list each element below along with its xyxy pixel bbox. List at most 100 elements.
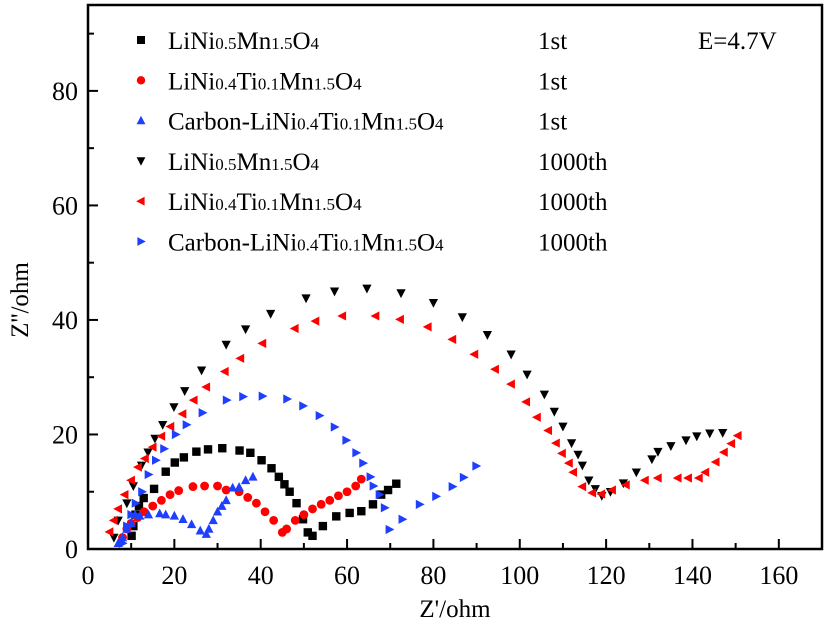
legend-label: LiNi0.5Mn1.5O4 xyxy=(168,149,320,176)
data-point xyxy=(647,455,657,465)
data-point xyxy=(170,458,179,467)
data-point xyxy=(448,481,458,492)
axes: 0 20 40 60 80 100 120 140 160 0 20 40 60 80 xyxy=(52,3,824,590)
data-point xyxy=(521,397,531,407)
series-3 xyxy=(109,284,728,543)
data-point xyxy=(359,458,369,468)
data-point xyxy=(147,442,157,452)
data-point xyxy=(681,436,691,446)
data-point xyxy=(472,461,482,471)
data-point xyxy=(149,484,159,494)
data-point xyxy=(428,298,439,308)
data-point xyxy=(584,476,594,486)
data-point xyxy=(195,525,205,535)
data-point xyxy=(577,461,587,471)
data-point xyxy=(290,515,300,525)
data-point xyxy=(396,289,406,299)
data-point xyxy=(221,485,231,495)
data-point xyxy=(631,468,641,478)
data-point xyxy=(506,379,515,389)
legend-item: Carbon-LiNi0.4Ti0.1Mn1.5O4 1st xyxy=(136,109,567,136)
data-point xyxy=(204,523,214,533)
data-point xyxy=(221,340,231,350)
data-point xyxy=(117,532,128,542)
data-point xyxy=(718,428,728,438)
series-5 xyxy=(118,391,482,548)
data-point xyxy=(267,464,276,473)
data-point xyxy=(127,531,136,541)
data-point xyxy=(196,366,207,376)
data-point xyxy=(203,445,213,454)
data-point xyxy=(235,446,244,455)
data-point xyxy=(710,457,720,467)
data-point xyxy=(126,475,135,485)
data-point xyxy=(566,439,577,449)
data-point xyxy=(370,311,380,321)
y-tick-label: 60 xyxy=(52,191,78,220)
data-point xyxy=(329,287,340,297)
legend: LiNi0.5Mn1.5O4 1st LiNi0.4Ti0.1Mn1.5O4 1st C… xyxy=(136,28,608,257)
data-point xyxy=(332,512,341,521)
data-point xyxy=(109,533,119,543)
data-point xyxy=(235,353,245,363)
data-point xyxy=(248,471,258,481)
data-point xyxy=(522,370,532,380)
data-point xyxy=(415,499,425,509)
data-point xyxy=(135,510,145,520)
data-point xyxy=(587,488,597,498)
data-point xyxy=(118,538,128,548)
data-point xyxy=(283,394,293,404)
legend-item: LiNi0.5Mn1.5O4 1st xyxy=(137,28,567,55)
data-point xyxy=(482,331,493,340)
data-point xyxy=(315,410,325,421)
data-point xyxy=(383,485,393,495)
data-point xyxy=(726,439,736,449)
data-point xyxy=(161,509,171,519)
legend-cycle: 1000th xyxy=(538,149,608,176)
data-point xyxy=(269,515,279,525)
data-point xyxy=(573,450,583,460)
data-point xyxy=(113,504,123,514)
data-point xyxy=(596,489,606,499)
legend-label: LiNi0.4Ti0.1Mn1.5O4 xyxy=(168,68,362,95)
data-point xyxy=(161,467,170,476)
data-point xyxy=(174,486,184,496)
legend-item: Carbon-LiNi0.4Ti0.1Mn1.5O4 1000th xyxy=(137,230,608,257)
plot-frame xyxy=(86,3,824,551)
data-point xyxy=(342,487,352,497)
data-point xyxy=(219,366,229,377)
x-tick-label: 80 xyxy=(420,561,446,590)
data-point xyxy=(308,531,317,541)
data-point xyxy=(165,490,175,500)
data-point xyxy=(308,504,317,514)
data-point xyxy=(266,309,276,319)
data-point xyxy=(506,350,516,360)
data-point xyxy=(150,434,160,444)
legend-item: LiNi0.4Ti0.1Mn1.5O4 1st xyxy=(136,68,567,95)
data-point xyxy=(128,482,138,492)
data-point xyxy=(607,485,616,495)
data-point xyxy=(380,503,390,513)
data-point xyxy=(672,473,682,483)
data-point xyxy=(693,473,703,483)
data-point xyxy=(345,508,354,518)
data-point xyxy=(234,482,244,491)
legend-label: LiNi0.5Mn1.5O4 xyxy=(168,28,320,55)
data-point xyxy=(240,325,251,335)
data-point xyxy=(531,412,541,422)
data-point xyxy=(375,489,385,500)
data-point xyxy=(192,447,201,456)
data-point xyxy=(705,429,715,439)
data-point xyxy=(156,495,166,505)
data-point xyxy=(251,498,261,508)
data-point xyxy=(620,480,630,490)
data-point xyxy=(122,499,132,509)
data-point xyxy=(330,422,340,432)
legend-cycle: 1000th xyxy=(538,189,608,216)
data-point xyxy=(447,334,457,345)
data-point xyxy=(187,519,197,529)
legend-cycle: 1st xyxy=(538,68,567,95)
data-point xyxy=(133,462,142,472)
data-point xyxy=(134,501,144,511)
data-point xyxy=(392,479,401,488)
